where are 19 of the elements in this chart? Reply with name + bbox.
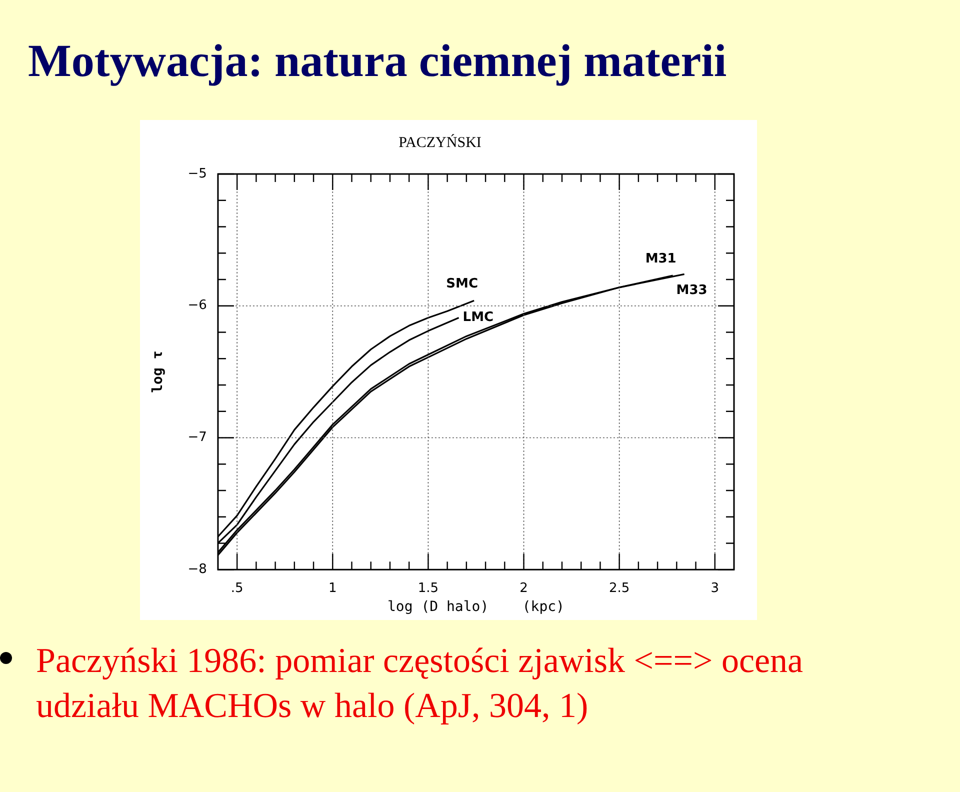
x-axis-title: log (D halo) (kpc) bbox=[387, 599, 564, 616]
x-tick-label: .5 bbox=[230, 580, 244, 596]
x-tick-label: 1 bbox=[328, 580, 337, 596]
y-tick-label: −5 bbox=[188, 166, 207, 182]
chart-subtitle: PACZYŃSKI bbox=[398, 134, 482, 151]
y-tick-label: −6 bbox=[188, 298, 207, 314]
x-tick-label: 3 bbox=[710, 580, 720, 596]
x-tick-label: 2.5 bbox=[608, 580, 630, 596]
series-label: LMC bbox=[462, 310, 494, 326]
x-tick-label: 1.5 bbox=[418, 580, 439, 596]
x-tick-label: 2 bbox=[520, 580, 528, 596]
series-label: M33 bbox=[676, 283, 708, 298]
series-label: SMC bbox=[446, 276, 478, 292]
text: Paczyński 1986: pomiar częstości zjawisk <==> ocena udziału MACHOs w halo (ApJ, 304, 1) bbox=[36, 640, 804, 727]
y-tick-label: −8 bbox=[188, 562, 207, 577]
series-label: M31 bbox=[645, 251, 676, 266]
y-tick-label: −7 bbox=[188, 430, 207, 446]
chart-title: Motywacja: natura ciemnej materii bbox=[28, 35, 727, 86]
y-axis-title: log τ bbox=[150, 350, 166, 393]
